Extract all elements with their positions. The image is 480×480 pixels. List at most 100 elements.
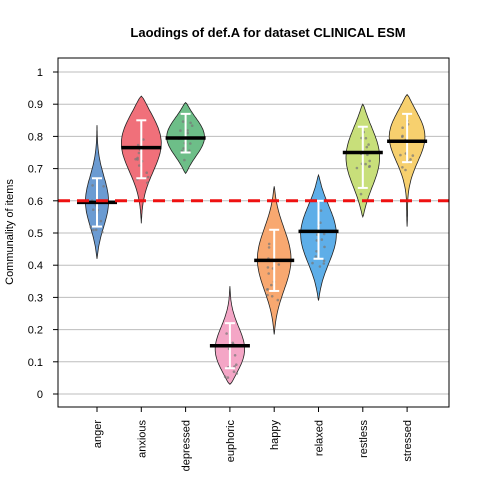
data-point xyxy=(189,121,192,125)
data-point xyxy=(409,158,412,161)
data-point xyxy=(314,255,318,258)
y-tick-label: 0.6 xyxy=(28,196,43,208)
data-point xyxy=(89,225,92,229)
data-point xyxy=(188,149,191,152)
chart-title: Laodings of def.A for dataset CLINICAL E… xyxy=(130,25,405,40)
data-point xyxy=(136,143,140,147)
y-tick-label: 0 xyxy=(37,389,43,401)
data-point xyxy=(235,372,239,375)
data-point xyxy=(134,157,137,161)
data-point xyxy=(323,245,326,249)
x-tick-label-happy: happy xyxy=(269,420,281,450)
violin-relaxed xyxy=(298,173,339,301)
y-axis: 0 0.1 0.2 0.3 0.4 0.5 0.6 0.7 0.8 0.9 1 xyxy=(28,67,58,401)
data-point xyxy=(233,354,237,357)
x-tick-label-euphoric: euphoric xyxy=(225,420,237,463)
data-point xyxy=(235,363,238,367)
data-point xyxy=(267,242,271,246)
data-point xyxy=(223,375,227,379)
data-point xyxy=(365,145,369,149)
data-point xyxy=(232,370,236,374)
data-point xyxy=(320,238,324,241)
x-tick-label-depressed: depressed xyxy=(181,420,193,471)
data-point xyxy=(101,230,104,234)
violin-stressed xyxy=(387,93,428,227)
data-point xyxy=(322,262,326,265)
violin-depressed xyxy=(165,102,206,175)
data-point xyxy=(359,192,363,196)
y-tick-label: 0.4 xyxy=(28,260,43,272)
data-point xyxy=(102,185,105,188)
data-point xyxy=(226,376,230,379)
data-point xyxy=(318,265,322,268)
violin-anxious xyxy=(121,95,162,224)
data-point xyxy=(142,138,145,141)
data-point xyxy=(146,175,150,179)
y-tick-label: 0.7 xyxy=(28,164,43,176)
x-tick-label-stressed: stressed xyxy=(402,420,414,462)
data-point xyxy=(401,166,404,169)
x-tick-label-relaxed: relaxed xyxy=(314,420,326,456)
data-point xyxy=(411,154,415,157)
data-point xyxy=(92,208,95,211)
data-point xyxy=(225,332,228,335)
data-point xyxy=(267,246,271,249)
data-point xyxy=(137,164,141,167)
data-point xyxy=(91,184,94,187)
data-point xyxy=(319,221,322,224)
data-point xyxy=(319,209,323,212)
data-point xyxy=(99,219,103,223)
data-point xyxy=(364,162,367,166)
data-point xyxy=(92,228,95,232)
x-axis: anger anxious depressed euphoric happy relaxe… xyxy=(92,407,414,471)
data-point xyxy=(137,151,141,155)
violin-happy xyxy=(254,186,295,335)
violin-anger xyxy=(77,125,117,259)
y-tick-label: 0.9 xyxy=(28,99,43,111)
x-tick-label-anxious: anxious xyxy=(136,420,148,458)
violin-euphoric xyxy=(209,286,250,385)
data-point xyxy=(399,153,402,157)
data-point xyxy=(190,124,194,127)
data-point xyxy=(181,120,185,123)
data-point xyxy=(265,288,269,291)
data-point xyxy=(404,168,407,172)
data-point xyxy=(186,129,189,132)
violins xyxy=(77,93,428,385)
x-tick-label-restless: restless xyxy=(358,420,370,458)
data-point xyxy=(367,143,370,146)
data-point xyxy=(276,298,280,302)
data-point xyxy=(186,131,189,135)
data-point xyxy=(231,341,234,345)
data-point xyxy=(136,156,139,160)
data-point xyxy=(368,159,372,163)
data-point xyxy=(364,136,368,140)
data-point xyxy=(322,259,326,263)
data-point xyxy=(266,266,270,269)
data-point xyxy=(270,295,274,298)
data-point xyxy=(182,147,185,150)
data-point xyxy=(322,232,326,236)
data-point xyxy=(311,261,314,265)
data-point xyxy=(179,129,182,132)
data-point xyxy=(315,250,318,253)
x-tick-label-anger: anger xyxy=(92,420,104,448)
data-point xyxy=(277,263,281,266)
data-point xyxy=(401,126,404,129)
data-point xyxy=(401,134,404,138)
data-point xyxy=(146,181,149,185)
violin-restless xyxy=(342,103,383,219)
data-point xyxy=(189,142,192,145)
y-tick-label: 1 xyxy=(37,67,43,79)
y-tick-label: 0.1 xyxy=(28,357,43,369)
y-tick-label: 0.3 xyxy=(28,292,43,304)
data-point xyxy=(266,293,269,297)
data-point xyxy=(315,239,319,242)
y-tick-label: 0.8 xyxy=(28,131,43,143)
data-point xyxy=(183,158,186,162)
data-point xyxy=(233,365,236,368)
data-point xyxy=(368,164,372,168)
data-point xyxy=(94,228,98,232)
y-tick-label: 0.2 xyxy=(28,325,43,337)
data-point xyxy=(270,283,273,287)
